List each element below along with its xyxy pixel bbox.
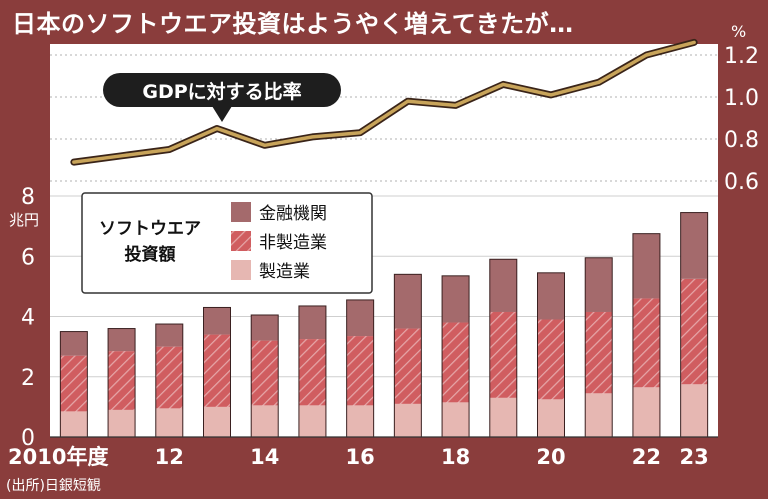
bar-finance-2016 xyxy=(346,299,374,337)
bar-finance-2011 xyxy=(108,328,136,352)
bar-manufacturing-2016 xyxy=(346,405,374,437)
bar-manufacturing-2015 xyxy=(298,405,326,437)
bar-manufacturing-2012 xyxy=(155,408,183,437)
bar-finance-2012 xyxy=(155,324,183,347)
gdp-ratio-line xyxy=(72,40,696,164)
bar-nonmanufacturing-2016 xyxy=(346,336,374,406)
bar-manufacturing-2020 xyxy=(537,399,565,437)
legend-label-nonmanufacturing: 非製造業 xyxy=(259,233,327,253)
chart-title: 日本のソフトウエア投資はようやく増えてきたが… xyxy=(12,10,574,38)
legend-label-manufacturing: 製造業 xyxy=(259,262,310,282)
bar-finance-2013 xyxy=(203,307,231,335)
bar-manufacturing-2022 xyxy=(632,387,660,437)
bar-manufacturing-2017 xyxy=(394,403,422,437)
bar-finance-2017 xyxy=(394,274,422,329)
bar-manufacturing-2019 xyxy=(489,397,517,437)
bar-nonmanufacturing-2023 xyxy=(680,278,708,385)
x-tick-2016: 16 xyxy=(346,445,375,469)
bar-nonmanufacturing-2010 xyxy=(60,355,88,412)
x-tick-2020: 20 xyxy=(536,445,565,469)
y-right-unit-label: % xyxy=(731,22,746,41)
bar-nonmanufacturing-2019 xyxy=(489,311,517,398)
bar-nonmanufacturing-2015 xyxy=(298,339,326,406)
legend-swatch-finance xyxy=(231,202,251,222)
legend-title-line-1: ソフトウエア xyxy=(99,219,201,239)
y-left-tick-0: 0 xyxy=(21,426,35,451)
bar-manufacturing-2010 xyxy=(60,411,88,437)
bar-finance-2018 xyxy=(442,275,470,323)
source-note: (出所)日銀短観 xyxy=(6,477,101,494)
bar-manufacturing-2021 xyxy=(585,393,613,437)
bar-finance-2021 xyxy=(585,257,613,312)
x-tick-2023: 23 xyxy=(680,445,709,469)
x-tick-2018: 18 xyxy=(441,445,470,469)
y-right-tick-0: 0.6 xyxy=(724,170,759,195)
bar-nonmanufacturing-2017 xyxy=(394,328,422,404)
legend-box xyxy=(81,192,373,294)
bar-nonmanufacturing-2013 xyxy=(203,334,231,407)
bar-nonmanufacturing-2021 xyxy=(585,311,613,394)
bar-nonmanufacturing-2022 xyxy=(632,298,660,388)
y-left-tick-4: 8 xyxy=(21,185,35,210)
bar-finance-2022 xyxy=(632,233,660,299)
legend-swatch-manufacturing xyxy=(231,260,251,280)
bar-finance-2010 xyxy=(60,331,88,356)
bar-finance-2019 xyxy=(489,259,517,312)
bar-manufacturing-2018 xyxy=(442,402,470,437)
bar-nonmanufacturing-2012 xyxy=(155,346,183,409)
x-tick-2012: 12 xyxy=(155,445,184,469)
x-tick-2014: 14 xyxy=(250,445,279,469)
gdp-callout-pointer xyxy=(212,106,232,122)
x-tick-2022: 22 xyxy=(632,445,661,469)
legend-label-finance: 金融機関 xyxy=(259,204,327,224)
gdp-callout-box xyxy=(103,73,341,107)
x-tick-2010: 2010年度 xyxy=(8,445,108,469)
bar-manufacturing-2023 xyxy=(680,384,708,437)
y-left-unit-label: 兆円 xyxy=(9,211,39,229)
bar-nonmanufacturing-2020 xyxy=(537,319,565,400)
bar-finance-2023 xyxy=(680,212,708,279)
bar-nonmanufacturing-2014 xyxy=(251,340,279,406)
bar-finance-2014 xyxy=(251,314,279,341)
y-right-tick-3: 1.2 xyxy=(724,44,759,69)
y-right-tick-2: 1.0 xyxy=(724,86,759,111)
bar-manufacturing-2011 xyxy=(108,409,136,437)
y-left-tick-3: 6 xyxy=(21,245,35,270)
bar-finance-2020 xyxy=(537,272,565,320)
bar-nonmanufacturing-2018 xyxy=(442,322,470,403)
legend-title-line-2: 投資額 xyxy=(125,244,176,265)
y-right-tick-1: 0.8 xyxy=(724,128,759,153)
y-left-tick-2: 4 xyxy=(21,306,35,331)
bar-finance-2015 xyxy=(298,305,326,340)
bar-manufacturing-2013 xyxy=(203,406,231,437)
legend-swatch-nonmanufacturing xyxy=(231,231,251,251)
gdp-callout-label: GDPに対する比率 xyxy=(142,80,301,103)
bar-nonmanufacturing-2011 xyxy=(108,351,136,410)
bar-manufacturing-2014 xyxy=(251,405,279,437)
y-left-tick-1: 2 xyxy=(21,366,35,391)
